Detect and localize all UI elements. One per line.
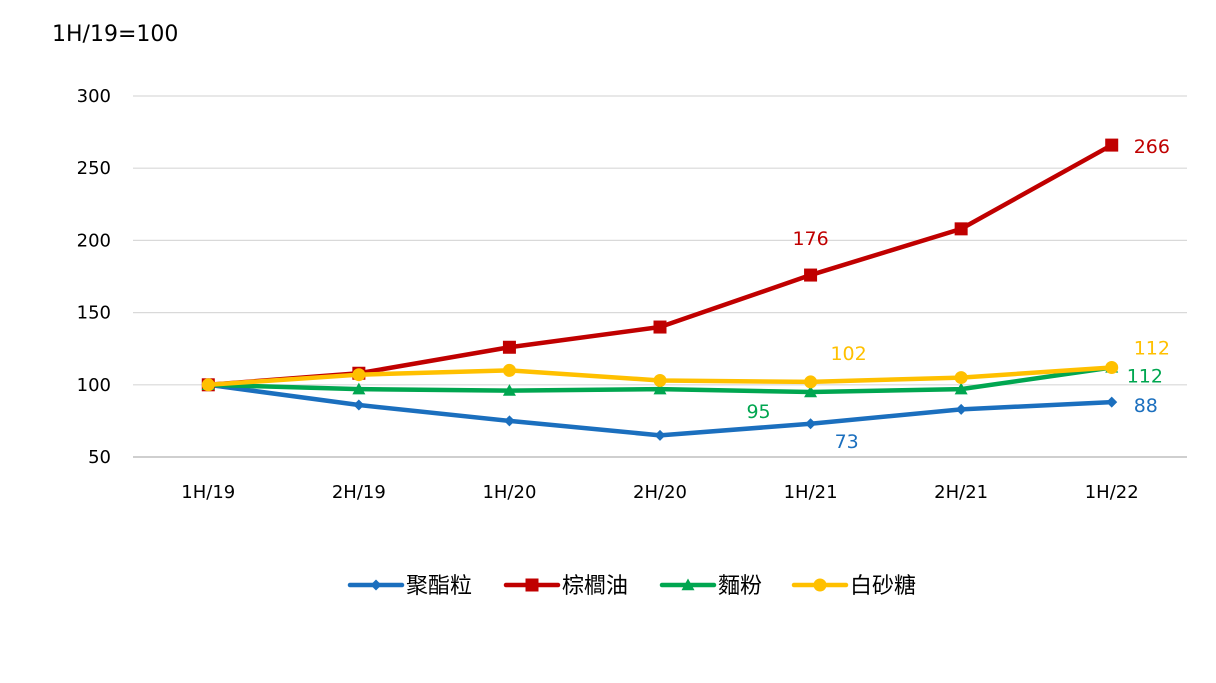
data-point	[954, 371, 968, 385]
data-point	[653, 382, 667, 395]
data-point	[353, 399, 365, 411]
x-tick-label: 2H/19	[332, 482, 386, 503]
y-tick-label: 300	[77, 86, 111, 107]
legend-label: 聚酯粒	[406, 574, 472, 599]
y-tick-label: 200	[77, 230, 111, 251]
x-tick-label: 2H/20	[633, 482, 687, 503]
data-point	[955, 403, 967, 415]
data-point	[654, 429, 666, 441]
legend-label: 白砂糖	[850, 574, 916, 599]
data-point	[804, 375, 818, 389]
x-tick-label: 1H/21	[784, 482, 838, 503]
data-point	[804, 385, 818, 398]
data-point	[954, 222, 968, 236]
data-point	[503, 415, 515, 427]
x-tick-label: 1H/22	[1085, 482, 1139, 503]
data-label: 266	[1134, 136, 1170, 158]
data-label: 73	[835, 431, 859, 453]
data-point	[954, 382, 968, 395]
legend-label: 棕櫚油	[562, 574, 628, 599]
data-point	[1106, 396, 1118, 408]
axes: 50 100 150 200 250 300 1H/19 2H/19 1H/20 2H/20 1H/…	[77, 86, 1187, 503]
legend-label: 麵粉	[718, 574, 762, 599]
x-tick-label: 1H/19	[181, 482, 235, 503]
data-point	[1105, 360, 1119, 374]
y-tick-label: 250	[77, 158, 111, 179]
legend-marker	[370, 579, 382, 591]
y-tick-label: 150	[77, 303, 111, 324]
y-tick-label: 100	[77, 375, 111, 396]
data-label: 112	[1127, 365, 1163, 387]
legend-marker	[813, 578, 827, 592]
data-label: 176	[792, 228, 828, 250]
x-tick-label: 1H/20	[482, 482, 536, 503]
series-line	[206, 142, 1114, 388]
data-point	[352, 368, 366, 382]
series-lines	[201, 138, 1119, 441]
data-point	[653, 373, 667, 387]
legend-marker	[525, 578, 539, 592]
data-point	[804, 268, 818, 282]
data-label: 102	[830, 343, 866, 365]
gridlines	[133, 95, 1187, 386]
x-tick-label: 2H/21	[934, 482, 988, 503]
data-point	[502, 363, 516, 377]
data-point	[352, 382, 366, 395]
legend: 聚酯粒 棕櫚油 麵粉 白砂糖	[347, 574, 916, 599]
data-labels: 73 88 176 266 95 112 102 112	[746, 136, 1170, 453]
legend-marker	[681, 578, 695, 591]
data-label: 95	[746, 401, 770, 423]
y-tick-label: 50	[88, 447, 111, 468]
unit-note: 1H/19=100	[52, 22, 178, 47]
data-point	[502, 340, 516, 354]
data-label: 112	[1134, 337, 1170, 359]
data-point	[653, 320, 667, 334]
data-point	[1105, 138, 1119, 152]
data-point	[201, 378, 215, 392]
data-point	[502, 384, 516, 396]
data-point	[805, 418, 817, 430]
data-label: 88	[1134, 395, 1158, 417]
